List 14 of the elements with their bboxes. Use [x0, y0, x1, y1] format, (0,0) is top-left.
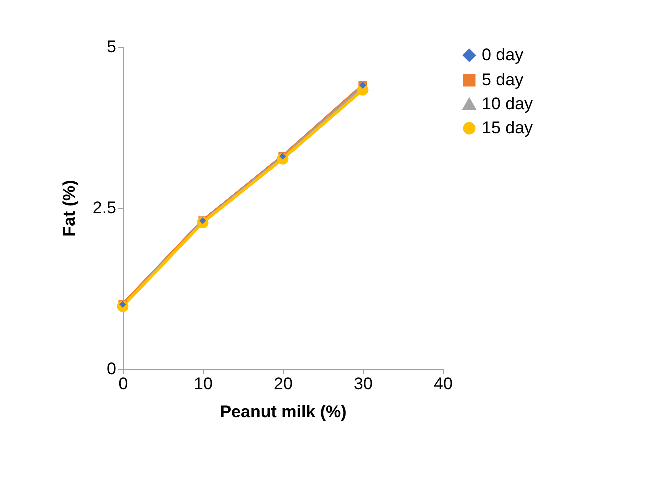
x-tick-label: 10 [194, 374, 213, 394]
y-axis-title: Fat (%) [60, 180, 79, 237]
x-tick-label: 0 [118, 374, 128, 394]
legend-label: 15 day [482, 118, 534, 138]
y-tick-label: 0 [107, 360, 116, 378]
x-axis-title: Peanut milk (%) [220, 402, 347, 422]
legend-label: 10 day [482, 94, 534, 114]
legend-label: 0 day [482, 46, 524, 64]
x-tick-label: 40 [434, 374, 453, 394]
x-tick-label: 30 [354, 374, 373, 394]
y-tick-label: 2.5 [92, 198, 116, 218]
legend-label: 5 day [482, 70, 524, 90]
y-tick-label: 5 [107, 38, 116, 56]
x-tick-label: 20 [274, 374, 293, 394]
